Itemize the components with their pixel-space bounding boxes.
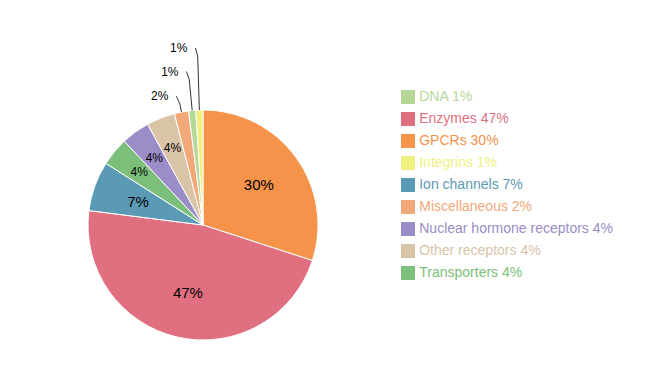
html-text:Ion channels 7%: Ion channels 7% — [419, 176, 523, 192]
svg-text:4%: 4% — [131, 165, 149, 179]
svg-text:30%: 30% — [244, 176, 274, 193]
html-text:Integrins 1%: Integrins 1% — [419, 154, 498, 170]
svg-text:2%: 2% — [151, 89, 169, 103]
svg-text:4%: 4% — [164, 141, 182, 155]
svg-text:4%: 4% — [146, 151, 164, 165]
html-text:Other receptors 4%: Other receptors 4% — [419, 242, 541, 258]
html-text:Miscellaneous 2%: Miscellaneous 2% — [419, 198, 533, 214]
svg-text:1%: 1% — [170, 41, 188, 55]
html-text:DNA 1%: DNA 1% — [419, 88, 473, 104]
html-text:Transporters 4%: Transporters 4% — [419, 264, 523, 280]
html-text:Nuclear hormone receptors 4%: Nuclear hormone receptors 4% — [419, 220, 613, 236]
svg-text:47%: 47% — [173, 284, 203, 301]
svg-text:7%: 7% — [127, 193, 149, 210]
svg-text:1%: 1% — [161, 65, 179, 79]
html-text:Enzymes 47%: Enzymes 47% — [419, 110, 509, 126]
html-text:GPCRs 30%: GPCRs 30% — [419, 132, 499, 148]
